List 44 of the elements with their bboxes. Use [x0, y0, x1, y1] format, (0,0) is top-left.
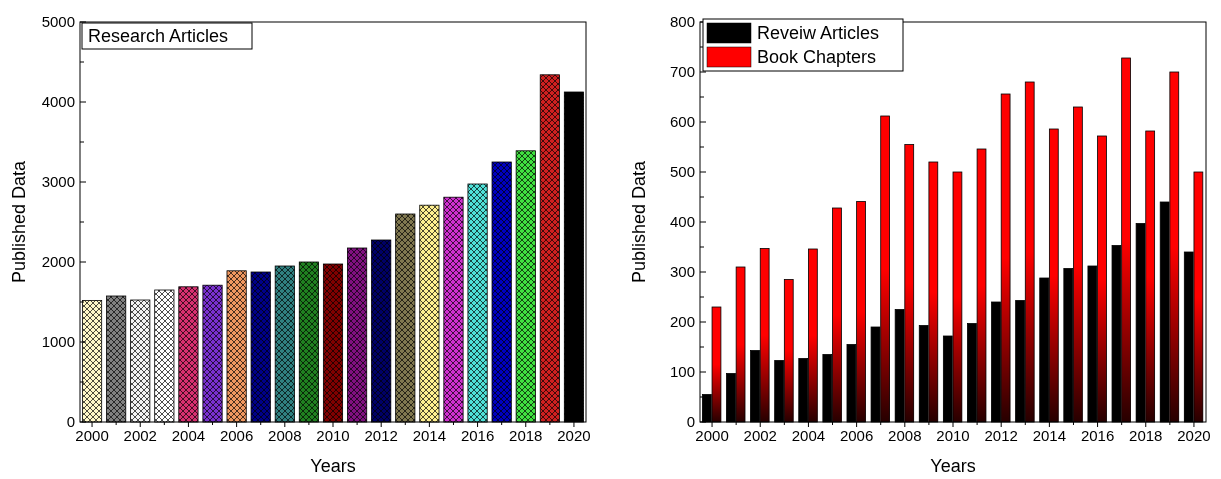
y-tick-label: 800	[669, 13, 695, 31]
y-tick-label: 300	[669, 263, 695, 281]
x-tick-label: 2014	[1032, 427, 1067, 444]
x-tick-label: 2002	[123, 427, 157, 444]
legend-label: Book Chapters	[757, 47, 877, 67]
y-tick-label: 2000	[41, 253, 75, 271]
y-tick-label: 0	[66, 413, 75, 431]
y-axis-title: Published Data	[629, 159, 649, 284]
y-tick-label: 400	[669, 213, 695, 231]
y-tick-label: 0	[686, 413, 695, 431]
x-tick-label: 2004	[171, 427, 206, 444]
x-tick-label: 2020	[1177, 427, 1211, 444]
y-tick-label: 200	[669, 313, 695, 331]
x-tick-label: 2020	[557, 427, 591, 444]
x-axis-title: Years	[310, 456, 356, 476]
y-tick-label: 5000	[41, 13, 75, 31]
x-tick-label: 2010	[936, 427, 970, 444]
legend-label: Reveiw Articles	[757, 23, 880, 43]
y-tick-label: 600	[669, 113, 695, 131]
x-tick-label: 2004	[791, 427, 826, 444]
y-tick-label: 4000	[41, 93, 75, 111]
x-tick-label: 2000	[695, 427, 729, 444]
y-tick-label: 100	[669, 363, 695, 381]
x-tick-label: 2012	[984, 427, 1018, 444]
x-tick-label: 2010	[316, 427, 350, 444]
x-tick-label: 2016	[460, 427, 495, 444]
x-tick-label: 2018	[509, 427, 543, 444]
y-tick-label: 500	[669, 163, 695, 181]
x-tick-label: 2018	[1129, 427, 1163, 444]
y-tick-label: 700	[669, 63, 695, 81]
x-tick-label: 2012	[364, 427, 398, 444]
y-axis-title: Published Data	[9, 159, 29, 284]
x-axis-title: Years	[930, 456, 976, 476]
y-tick-label: 3000	[41, 173, 75, 191]
x-tick-label: 2008	[888, 427, 922, 444]
x-tick-label: 2000	[75, 427, 109, 444]
chart-title: Research Articles	[88, 26, 229, 46]
x-tick-label: 2014	[412, 427, 447, 444]
x-tick-label: 2008	[268, 427, 302, 444]
x-tick-label: 2006	[219, 427, 254, 444]
x-tick-label: 2016	[1080, 427, 1115, 444]
y-tick-label: 1000	[41, 333, 75, 351]
x-tick-label: 2006	[839, 427, 874, 444]
x-tick-label: 2002	[743, 427, 777, 444]
